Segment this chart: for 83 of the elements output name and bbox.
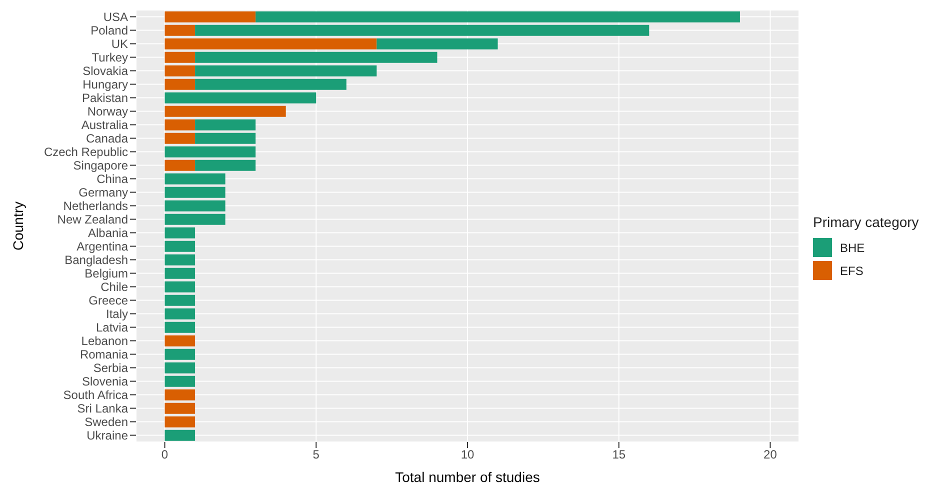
y-tick-label: Czech Republic [44,145,128,160]
bar [164,132,196,144]
y-tick-label: Serbia [93,361,128,376]
bar [164,214,226,225]
x-tick-label: 20 [764,448,778,462]
y-tick-label: Slovakia [82,64,128,78]
bar [164,376,196,387]
bar [376,38,498,50]
x-tick-label: 0 [161,448,168,462]
bar [164,240,196,252]
y-tick-label: South Africa [63,388,128,402]
bar [195,78,346,90]
y-tick-label: Singapore [73,158,128,173]
y-tick-label: Sweden [84,415,128,430]
bar [164,11,256,22]
y-tick-label: Poland [90,24,128,38]
y-tick-label: Netherlands [63,199,128,214]
bar [164,254,196,266]
bar [164,186,226,198]
bar [164,78,196,90]
y-tick-label: China [96,172,128,186]
y-tick-label: Australia [81,118,128,132]
bar [164,38,377,50]
x-tick-label: 15 [612,448,626,462]
legend-title: Primary category [813,214,920,230]
bar [164,92,316,104]
bar [164,119,196,130]
bar [195,160,256,171]
y-tick-label: Argentina [76,240,128,254]
y-tick-label: Bangladesh [64,253,128,268]
bar [195,119,256,130]
y-tick-label: UK [111,37,128,52]
bar [164,348,196,360]
y-tick-label: Pakistan [82,91,128,106]
y-tick-label: Canada [86,132,128,146]
y-tick-label: Romania [80,348,128,362]
y-tick-label: Sri Lanka [77,402,128,416]
y-tick-label: Turkey [92,50,128,65]
y-tick-label: USA [103,10,128,24]
bar [164,52,196,63]
y-tick-label: Hungary [82,78,128,92]
bar [164,268,196,279]
x-tick-label: 10 [460,448,474,462]
y-tick-label: Italy [106,307,128,322]
bar [164,106,286,117]
legend-label: BHE [840,240,865,254]
bar [164,281,196,292]
bar [164,308,196,320]
y-tick-label: Albania [88,226,128,240]
bar [195,52,438,63]
bar [164,335,196,346]
y-tick-label: Germany [78,186,128,200]
y-tick-label: Latvia [96,320,128,335]
y-tick-label: Greece [88,294,128,308]
x-axis-title: Total number of studies [395,469,540,485]
y-tick-label: Belgium [84,266,128,281]
bar [164,402,196,414]
bar [164,389,196,400]
bar [164,160,196,171]
y-tick-label: New Zealand [57,212,128,227]
y-axis-title: Country [10,201,26,251]
y-tick-label: Lebanon [81,334,128,348]
y-tick-label: Norway [87,104,128,119]
bar [164,173,226,184]
bar [195,24,650,36]
bar [164,416,196,428]
bar [164,322,196,333]
bar [164,430,196,441]
bar [164,362,196,374]
bar [195,65,377,76]
bar [164,294,196,306]
legend-label: EFS [840,264,864,278]
bar [256,11,740,22]
bar [164,65,196,76]
x-tick-label: 5 [312,448,320,462]
bar [164,146,256,158]
bar [164,227,196,238]
y-tick-label: Chile [100,280,128,294]
bar [195,132,256,144]
y-tick-label: Ukraine [86,428,128,443]
bar [164,200,226,212]
bar [164,24,196,36]
y-tick-label: Slovenia [82,374,128,389]
